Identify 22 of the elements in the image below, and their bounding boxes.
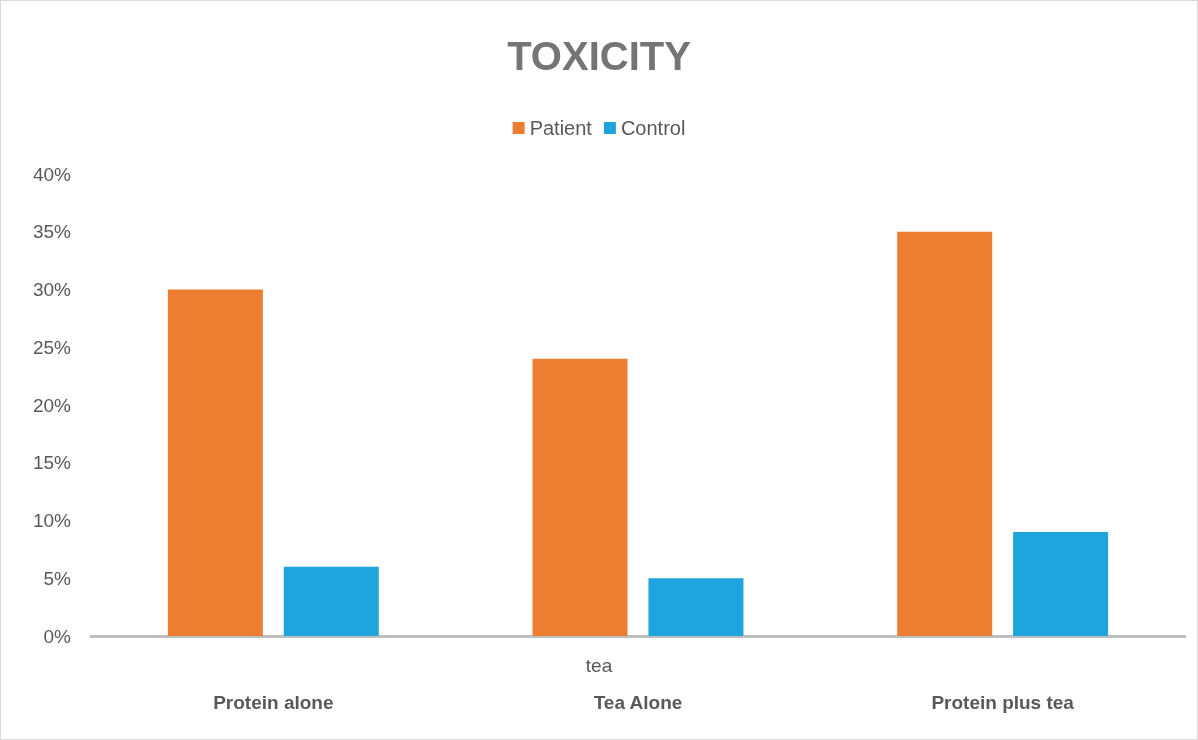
bar	[283, 566, 379, 636]
y-tick-label: 20%	[32, 394, 72, 416]
bar	[532, 358, 628, 636]
y-tick-label: 10%	[32, 510, 72, 531]
bar	[1013, 532, 1109, 636]
y-tick-label: 25%	[32, 336, 72, 358]
bar	[897, 231, 993, 636]
y-tick-label: 40%	[32, 163, 72, 185]
x-tick-label: Tea Alone	[593, 692, 683, 713]
text: tea	[585, 655, 613, 676]
bar	[648, 578, 744, 636]
y-tick-label: 30%	[32, 279, 72, 300]
x-tick-label: Protein alone	[213, 692, 334, 713]
chart-title: TOXICITY	[507, 34, 692, 78]
legend-label: Patient	[529, 117, 593, 139]
y-tick-label: 5%	[43, 567, 72, 589]
y-tick-label: 15%	[32, 452, 72, 474]
x-tick-label: Protein plus tea	[931, 692, 1075, 713]
y-tick-label: 0%	[43, 625, 72, 647]
bar	[167, 289, 263, 636]
legend-label: Control	[620, 117, 686, 139]
y-tick-label: 35%	[32, 221, 72, 243]
